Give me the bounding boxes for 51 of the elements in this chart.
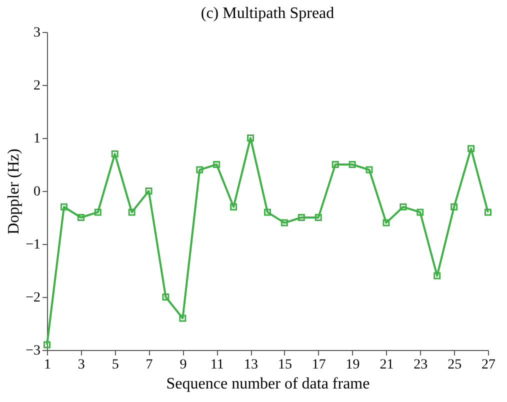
point [450, 203, 458, 210]
x-tick-label: 19 [346, 358, 360, 372]
point [314, 214, 322, 221]
point [145, 188, 152, 194]
point [332, 161, 339, 168]
point [434, 272, 441, 280]
point [366, 166, 373, 174]
x-tick-label: 21 [380, 358, 394, 372]
x-tick-label: 15 [278, 358, 292, 372]
point [298, 214, 305, 221]
point [247, 134, 254, 142]
point [162, 294, 170, 300]
point [213, 161, 220, 168]
point [94, 208, 102, 216]
x-tick-label: 7 [146, 358, 153, 372]
point [382, 219, 390, 226]
point [111, 150, 118, 158]
y-tick-label: 1 [34, 132, 40, 146]
point [468, 145, 475, 152]
chart-title: (c) Multipath Spread [200, 5, 334, 22]
point [484, 208, 492, 216]
y-tick-label: 2 [34, 78, 40, 94]
x-tick-label: 11 [210, 358, 224, 372]
x-tick-label: 17 [312, 358, 326, 372]
point [416, 208, 424, 216]
y-tick-label: 3 [34, 26, 40, 40]
point [128, 208, 136, 216]
point [348, 161, 356, 168]
x-tick-label: 25 [448, 358, 462, 372]
point [280, 219, 288, 226]
point [400, 203, 407, 210]
x-tick-label: 5 [112, 358, 119, 372]
point [230, 203, 238, 210]
x-tick-label: 1 [44, 358, 51, 372]
y-tick-label: −1 [26, 238, 40, 252]
x-tick-label: 13 [244, 358, 258, 372]
x-tick-label: 27 [482, 358, 496, 372]
y-tick-label: −2 [26, 290, 40, 306]
point [60, 203, 68, 210]
y-axis-title: Doppler (Hz) [6, 148, 23, 234]
point [264, 208, 271, 216]
x-axis-title: Sequence number of data frame [166, 376, 370, 392]
point [44, 341, 50, 348]
point [179, 314, 186, 322]
point [196, 166, 204, 174]
y-tick-label: 0 [34, 184, 40, 200]
point [77, 214, 84, 221]
y-tick-label: −3 [26, 344, 40, 358]
x-tick-label: 9 [180, 358, 187, 372]
x-tick-label: 3 [78, 358, 85, 372]
x-tick-label: 23 [414, 358, 428, 372]
